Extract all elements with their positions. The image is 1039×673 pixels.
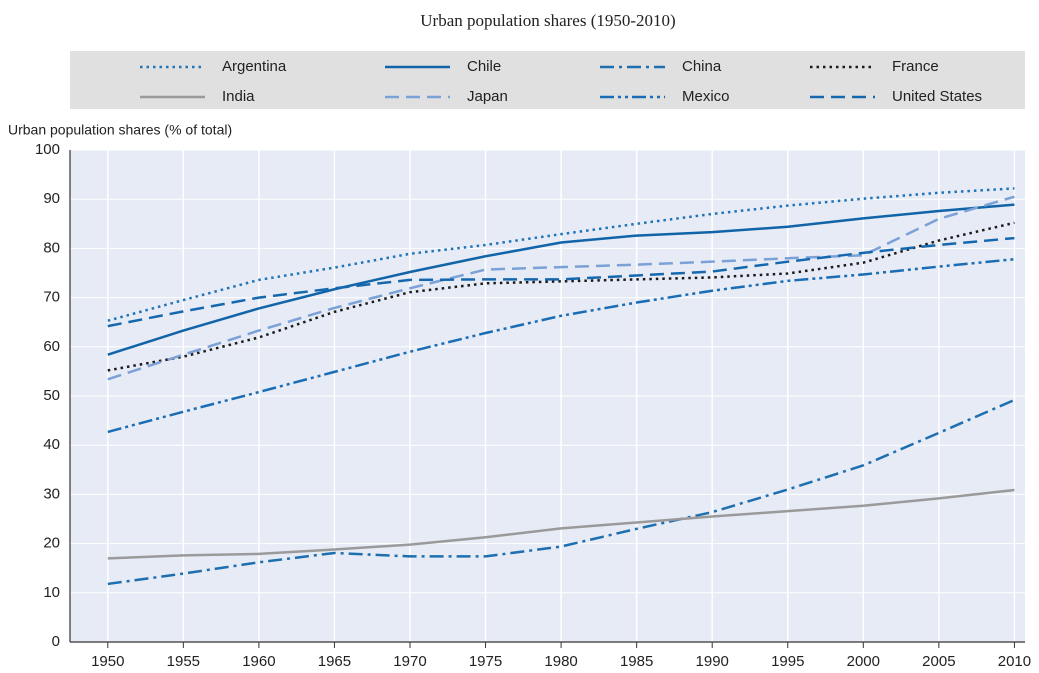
x-tick-label: 1955 — [167, 653, 200, 670]
x-tick-label: 1965 — [318, 653, 351, 670]
y-axis-label: Urban population shares (% of total) — [8, 122, 232, 138]
x-tick-label: 1970 — [393, 653, 426, 670]
y-tick-label: 40 — [43, 436, 60, 453]
legend-label: Argentina — [222, 58, 287, 75]
chart-title: Urban population shares (1950-2010) — [420, 11, 675, 30]
series-line — [107, 203, 1015, 356]
y-tick-label: 30 — [43, 485, 60, 502]
x-tick-label: 1975 — [469, 653, 502, 670]
y-tick-label: 60 — [43, 338, 60, 355]
series-line — [107, 488, 1015, 560]
series-line — [107, 257, 1015, 434]
y-tick-label: 0 — [52, 633, 60, 650]
x-tick-label: 1985 — [620, 653, 653, 670]
x-tick-label: 1990 — [696, 653, 729, 670]
x-tick-label: 2005 — [922, 653, 955, 670]
legend-label: India — [222, 88, 255, 105]
x-tick-label: 1980 — [544, 653, 577, 670]
legend-label: China — [682, 58, 722, 75]
series-line — [107, 236, 1015, 328]
x-tick-label: 2010 — [998, 653, 1031, 670]
y-tick-label: 90 — [43, 190, 60, 207]
x-tick-label: 2000 — [847, 653, 880, 670]
legend-label: Japan — [467, 88, 508, 105]
x-tick-label: 1950 — [91, 653, 124, 670]
series-line — [107, 398, 1015, 586]
y-tick-label: 100 — [35, 141, 60, 158]
series-line — [107, 195, 1015, 381]
legend-label: Mexico — [682, 88, 730, 105]
series-line — [107, 187, 1015, 322]
legend-label: United States — [892, 88, 982, 105]
x-tick-label: 1995 — [771, 653, 804, 670]
y-tick-label: 70 — [43, 289, 60, 306]
y-tick-label: 10 — [43, 584, 60, 601]
legend-label: Chile — [467, 58, 501, 75]
series-line — [107, 221, 1015, 372]
y-tick-label: 20 — [43, 535, 60, 552]
y-tick-label: 50 — [43, 387, 60, 404]
legend-label: France — [892, 58, 939, 75]
x-tick-label: 1960 — [242, 653, 275, 670]
y-tick-label: 80 — [43, 239, 60, 256]
legend-box — [70, 51, 1025, 109]
